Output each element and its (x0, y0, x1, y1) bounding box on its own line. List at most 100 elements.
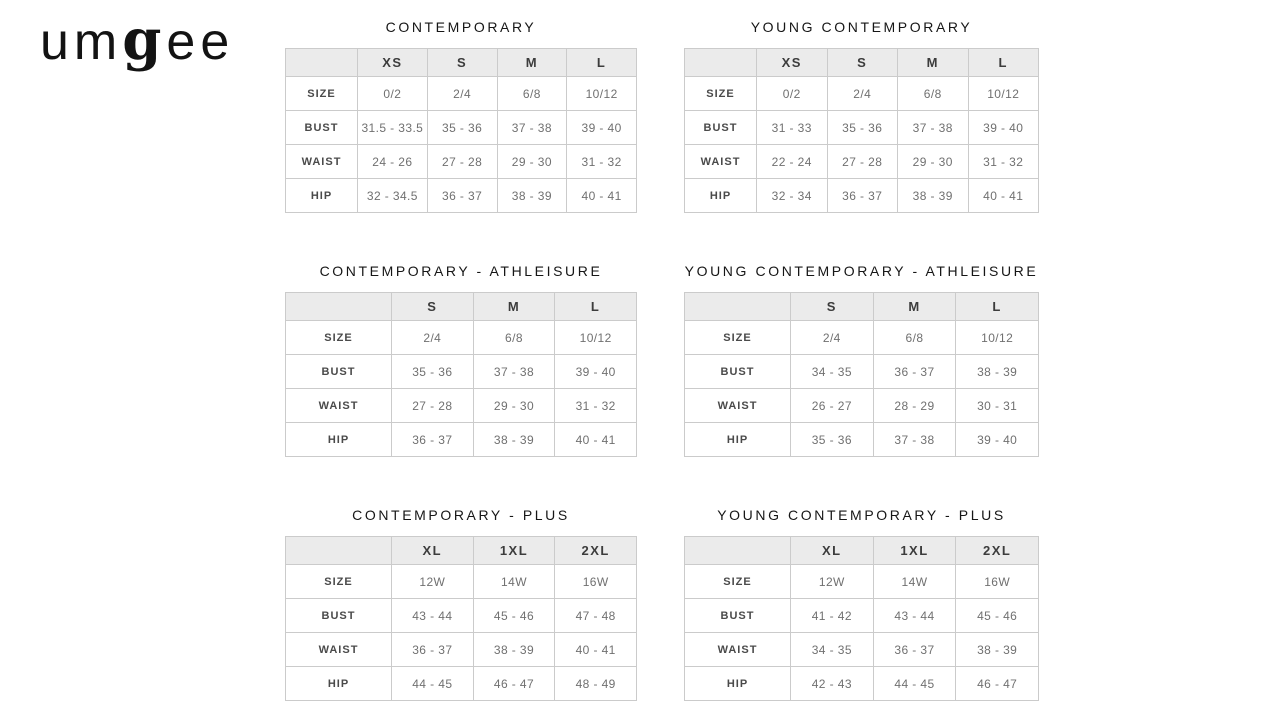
size-column-header: XS (756, 48, 828, 77)
measurement-cell: 37 - 38 (496, 110, 568, 145)
measure-row-label: SIZE (285, 320, 392, 355)
measure-row-label: BUST (285, 598, 392, 633)
size-chart-contemporary: CONTEMPORARY XS S M L SIZE 0/2 2/4 6/8 10/12 BUST… (285, 19, 637, 213)
chart-title-contemporary: CONTEMPORARY (385, 19, 537, 35)
corner-cell (684, 292, 791, 321)
measurement-cell: 39 - 40 (566, 110, 637, 145)
measurement-cell: 31 - 32 (566, 144, 637, 179)
size-table-young-contemporary-athleisure: S M L SIZE 2/4 6/8 10/12 BUST 34 - 35 36 - 37 38 -… (684, 292, 1039, 457)
measurement-cell: 38 - 39 (897, 178, 969, 213)
measurement-cell: 35 - 36 (826, 110, 898, 145)
measure-row-label: WAIST (285, 144, 358, 179)
measurement-cell: 36 - 37 (872, 354, 957, 389)
chart-title-young-contemporary: YOUNG CONTEMPORARY (750, 19, 973, 35)
measurement-cell: 40 - 41 (554, 422, 637, 457)
size-column-header: S (391, 292, 474, 321)
chart-title-contemporary-athleisure: CONTEMPORARY - ATHLEISURE (319, 263, 603, 279)
measurement-cell: 38 - 39 (472, 632, 556, 667)
brand-logo: umgee (40, 10, 234, 72)
measurement-cell: 27 - 28 (826, 144, 898, 179)
size-chart-young-contemporary-athleisure: YOUNG CONTEMPORARY - ATHLEISURE S M L SIZE 2… (684, 263, 1039, 457)
measurement-cell: 46 - 47 (955, 666, 1039, 701)
measurement-cell: 45 - 46 (955, 598, 1039, 633)
measurement-cell: 36 - 37 (426, 178, 498, 213)
measure-row-label: BUST (684, 110, 757, 145)
measure-row-label: HIP (684, 178, 757, 213)
measurement-cell: 10/12 (554, 320, 637, 355)
measurement-cell: 27 - 28 (391, 388, 474, 423)
size-table-young-contemporary: XS S M L SIZE 0/2 2/4 6/8 10/12 BUST 31 - 33 35 - 3… (684, 48, 1039, 213)
measurement-cell: 2/4 (391, 320, 474, 355)
chart-title-young-contemporary-athleisure: YOUNG CONTEMPORARY - ATHLEISURE (684, 263, 1039, 279)
measurement-cell: 2/4 (790, 320, 874, 355)
measurement-cell: 32 - 34.5 (357, 178, 428, 213)
measurement-cell: 36 - 37 (391, 422, 474, 457)
size-column-header: 2XL (554, 536, 637, 565)
measurement-cell: 31 - 32 (554, 388, 637, 423)
measurement-cell: 45 - 46 (472, 598, 556, 633)
size-column-header: M (872, 292, 957, 321)
size-column-header: XL (391, 536, 474, 565)
measure-row-label: WAIST (684, 632, 791, 667)
measurement-cell: 12W (790, 564, 874, 599)
measurement-cell: 10/12 (955, 320, 1039, 355)
measurement-cell: 35 - 36 (391, 354, 474, 389)
measurement-cell: 31 - 32 (967, 144, 1039, 179)
measurement-cell: 14W (472, 564, 556, 599)
measurement-cell: 43 - 44 (391, 598, 474, 633)
brand-logo-text-ee: ee (166, 13, 235, 71)
size-table-contemporary-athleisure: S M L SIZE 2/4 6/8 10/12 BUST 35 - 36 37 - 38 39 -… (285, 292, 637, 457)
measurement-cell: 6/8 (496, 76, 568, 111)
size-column-header: 1XL (872, 536, 957, 565)
measurement-cell: 36 - 37 (391, 632, 474, 667)
measurement-cell: 30 - 31 (955, 388, 1039, 423)
measurement-cell: 14W (872, 564, 957, 599)
measurement-cell: 26 - 27 (790, 388, 874, 423)
measurement-cell: 39 - 40 (967, 110, 1039, 145)
size-column-header: 2XL (955, 536, 1039, 565)
measure-row-label: HIP (285, 178, 358, 213)
measurement-cell: 48 - 49 (554, 666, 637, 701)
measure-row-label: SIZE (684, 564, 791, 599)
size-column-header: M (897, 48, 969, 77)
measure-row-label: HIP (285, 666, 392, 701)
measurement-cell: 28 - 29 (872, 388, 957, 423)
measurement-cell: 0/2 (756, 76, 828, 111)
measurement-cell: 29 - 30 (472, 388, 556, 423)
measurement-cell: 24 - 26 (357, 144, 428, 179)
measure-row-label: WAIST (285, 388, 392, 423)
measure-row-label: HIP (684, 422, 791, 457)
size-chart-young-contemporary: YOUNG CONTEMPORARY XS S M L SIZE 0/2 2/4 6/8 10/… (684, 19, 1039, 213)
measurement-cell: 40 - 41 (967, 178, 1039, 213)
measurement-cell: 6/8 (472, 320, 556, 355)
corner-cell (684, 536, 791, 565)
measure-row-label: BUST (285, 354, 392, 389)
measurement-cell: 22 - 24 (756, 144, 828, 179)
corner-cell (285, 48, 358, 77)
measure-row-label: HIP (285, 422, 392, 457)
size-column-header: S (790, 292, 874, 321)
measurement-cell: 38 - 39 (955, 354, 1039, 389)
measurement-cell: 37 - 38 (872, 422, 957, 457)
measurement-cell: 34 - 35 (790, 632, 874, 667)
measure-row-label: WAIST (684, 388, 791, 423)
size-column-header: XS (357, 48, 428, 77)
brand-logo-text-um: um (40, 13, 123, 71)
brand-logo-text-g: g (122, 7, 167, 73)
measurement-cell: 43 - 44 (872, 598, 957, 633)
size-column-header: M (472, 292, 556, 321)
measurement-cell: 44 - 45 (391, 666, 474, 701)
chart-title-contemporary-plus: CONTEMPORARY - PLUS (352, 507, 570, 523)
measurement-cell: 44 - 45 (872, 666, 957, 701)
measurement-cell: 27 - 28 (426, 144, 498, 179)
measurement-cell: 38 - 39 (496, 178, 568, 213)
measurement-cell: 46 - 47 (472, 666, 556, 701)
measure-row-label: BUST (684, 598, 791, 633)
size-column-header: L (566, 48, 637, 77)
measurement-cell: 2/4 (826, 76, 898, 111)
size-chart-contemporary-plus: CONTEMPORARY - PLUS XL 1XL 2XL SIZE 12W 14W 16… (285, 507, 637, 701)
measurement-cell: 6/8 (897, 76, 969, 111)
measure-row-label: WAIST (684, 144, 757, 179)
size-table-young-contemporary-plus: XL 1XL 2XL SIZE 12W 14W 16W BUST 41 - 42 43 - 44 4… (684, 536, 1039, 701)
